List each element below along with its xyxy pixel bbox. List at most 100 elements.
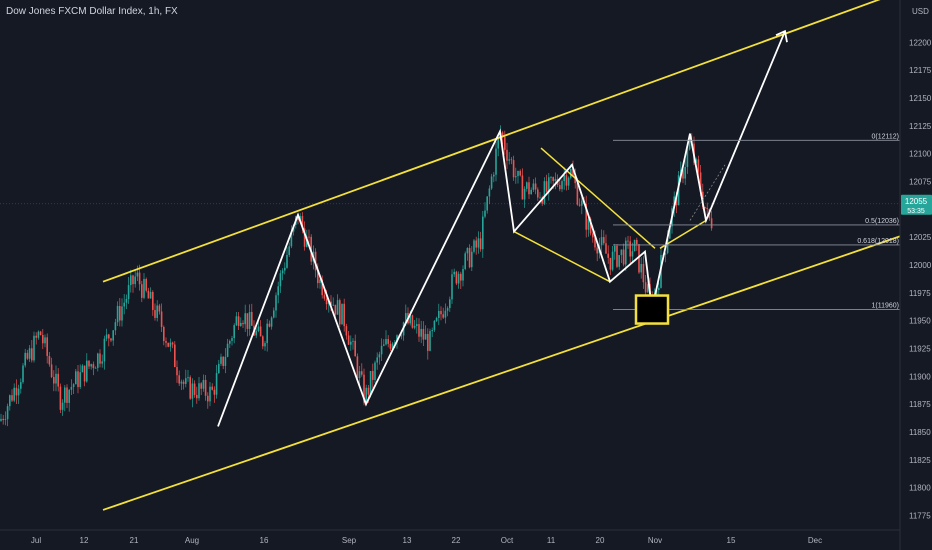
- candle-body: [585, 203, 587, 230]
- candle: [532, 179, 535, 192]
- candle-body: [633, 239, 636, 252]
- candle: [259, 320, 262, 337]
- time-tick-label: 20: [596, 536, 605, 545]
- candle: [174, 341, 176, 368]
- candle: [523, 186, 526, 208]
- candle-body: [303, 228, 306, 247]
- candle-body: [86, 360, 88, 382]
- candle: [50, 357, 53, 379]
- candle: [629, 236, 631, 266]
- candle: [165, 337, 167, 348]
- candle-body: [127, 285, 130, 299]
- candle: [167, 342, 169, 348]
- candle-body: [59, 386, 62, 410]
- candle: [101, 354, 103, 368]
- candle-body: [123, 302, 125, 307]
- candle: [180, 379, 183, 391]
- candle-body: [622, 249, 625, 265]
- candle-body: [94, 367, 97, 369]
- candle-body: [642, 264, 645, 283]
- candle-body: [48, 355, 51, 365]
- candle: [68, 389, 70, 412]
- candle-body: [147, 290, 150, 299]
- candle: [479, 231, 482, 252]
- candle-body: [706, 207, 708, 209]
- candle-body: [112, 330, 114, 341]
- candle-body: [363, 374, 365, 403]
- candle-body: [196, 394, 198, 399]
- candle-body: [521, 175, 524, 200]
- candle: [33, 331, 35, 363]
- candle-body: [136, 272, 139, 277]
- price-axis[interactable]: 11775 11800 11825 11850 11875 11900 11925 11950…: [899, 0, 932, 550]
- candle: [264, 340, 266, 351]
- zigzag-pattern: [217, 29, 788, 427]
- candle-body: [455, 271, 458, 284]
- candle-body: [154, 310, 156, 318]
- candle: [616, 243, 618, 269]
- candle-body: [218, 363, 220, 374]
- candle-body: [237, 316, 240, 326]
- candle: [262, 335, 264, 350]
- candle: [530, 187, 532, 195]
- candle-body: [704, 206, 706, 208]
- candle: [587, 215, 590, 237]
- candle-body: [563, 175, 565, 182]
- candle: [611, 246, 614, 272]
- candle: [46, 333, 48, 364]
- candle-body: [600, 237, 603, 246]
- channel-upper-line: [102, 0, 881, 283]
- candle: [277, 281, 279, 304]
- candle: [231, 335, 233, 346]
- candle: [2, 414, 4, 425]
- candle-body: [264, 343, 266, 347]
- fib-level-label: 1(11960): [871, 303, 899, 310]
- candle: [541, 195, 543, 207]
- candle: [114, 318, 117, 336]
- candle: [189, 375, 191, 400]
- candle-body: [185, 378, 187, 384]
- candle: [534, 177, 537, 195]
- candle-body: [26, 352, 29, 359]
- candle-body: [259, 326, 262, 337]
- candle-body: [548, 177, 550, 192]
- candle-body: [301, 216, 304, 229]
- time-tick-label: Dec: [808, 536, 822, 545]
- candle-body: [165, 340, 167, 343]
- channel-lines: [102, 0, 931, 511]
- candle-body: [688, 140, 691, 150]
- candle: [376, 352, 378, 370]
- candle-body: [387, 339, 389, 344]
- candle-body: [699, 172, 702, 192]
- candle-body: [607, 253, 609, 258]
- candle-body: [609, 257, 612, 270]
- candle: [339, 298, 341, 327]
- candle: [413, 320, 416, 330]
- zigzag-line: [217, 30, 786, 427]
- candle-body: [15, 387, 18, 396]
- candle: [215, 364, 218, 399]
- candle-body: [207, 395, 209, 402]
- time-axis[interactable]: Jul 12 21 Aug 16 Sep 13 22 Oct 11 20 Nov 15 Dec: [0, 529, 900, 545]
- price-tick-label: 12125: [909, 122, 932, 131]
- candle-body: [420, 328, 422, 337]
- time-tick-label: 13: [403, 536, 412, 545]
- candle-body: [97, 353, 99, 368]
- candle-body: [229, 340, 231, 344]
- candle: [484, 202, 486, 219]
- price-tick-label: 12025: [909, 233, 932, 242]
- candle-body: [374, 362, 376, 380]
- candle: [539, 191, 541, 199]
- price-tick-label: 11875: [909, 400, 931, 409]
- candle: [240, 317, 242, 327]
- candle-body: [13, 387, 15, 401]
- candle: [244, 304, 246, 332]
- candle-body: [697, 159, 700, 173]
- candle-body: [418, 324, 420, 337]
- candle: [286, 247, 288, 269]
- candle-body: [105, 334, 108, 339]
- low-highlight-box: [634, 294, 670, 325]
- candle-body: [297, 216, 299, 221]
- candle: [209, 381, 211, 407]
